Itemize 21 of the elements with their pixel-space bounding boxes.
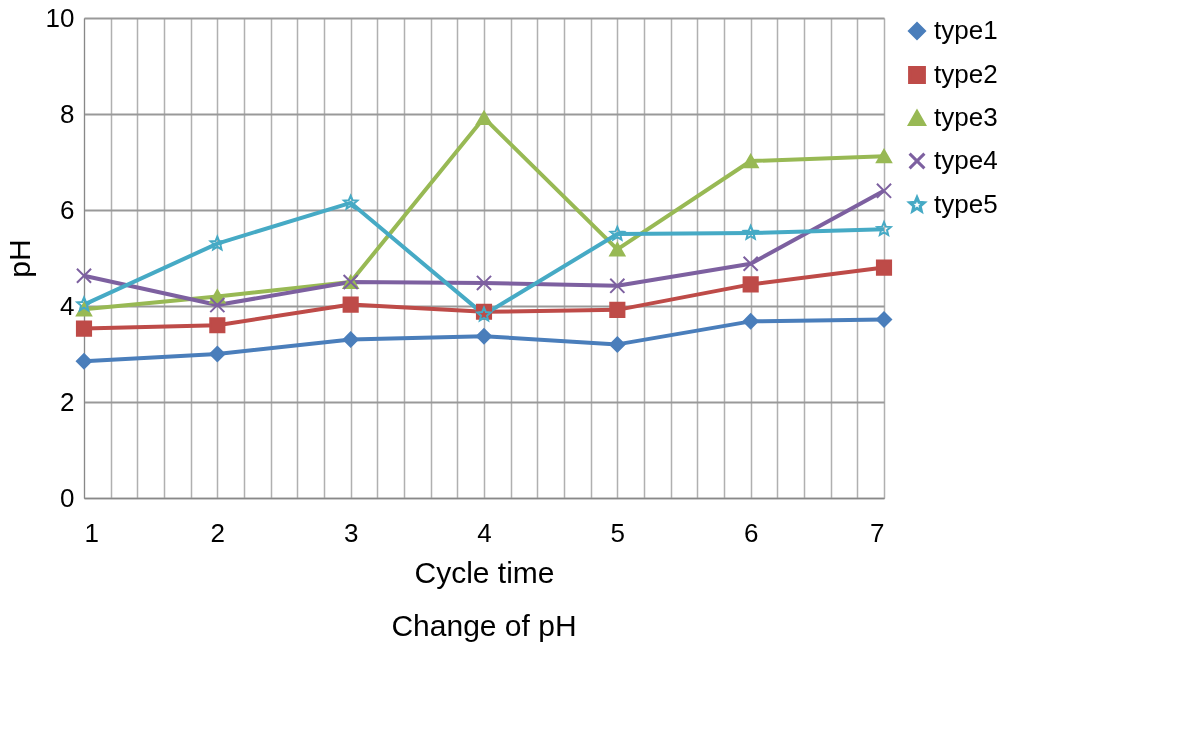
y-tick-label: 0 <box>60 482 75 513</box>
y-tick-label: 6 <box>60 194 75 225</box>
y-tick-label: 10 <box>45 2 75 33</box>
x-tick-label: 1 <box>84 517 99 548</box>
x-tick-label: 6 <box>743 517 759 548</box>
x-tick-label: 4 <box>477 517 492 548</box>
x-tick-label: 7 <box>870 517 885 548</box>
legend-label: type2 <box>934 59 998 89</box>
x-tick-label: 2 <box>210 517 226 548</box>
legend-label: type1 <box>934 15 998 45</box>
x-axis-title: Cycle time <box>414 555 555 589</box>
text: Change of pH <box>391 609 577 642</box>
x-tick-label: 5 <box>610 517 626 548</box>
y-tick-label: 4 <box>60 290 75 321</box>
y-tick-label: 8 <box>60 98 75 129</box>
legend-label: type4 <box>934 145 998 175</box>
legend-label: type5 <box>934 189 998 219</box>
y-tick-label: 2 <box>60 386 75 417</box>
y-axis-title: pH <box>2 239 36 278</box>
legend-label: type3 <box>934 102 998 132</box>
x-tick-label: 3 <box>343 517 359 548</box>
